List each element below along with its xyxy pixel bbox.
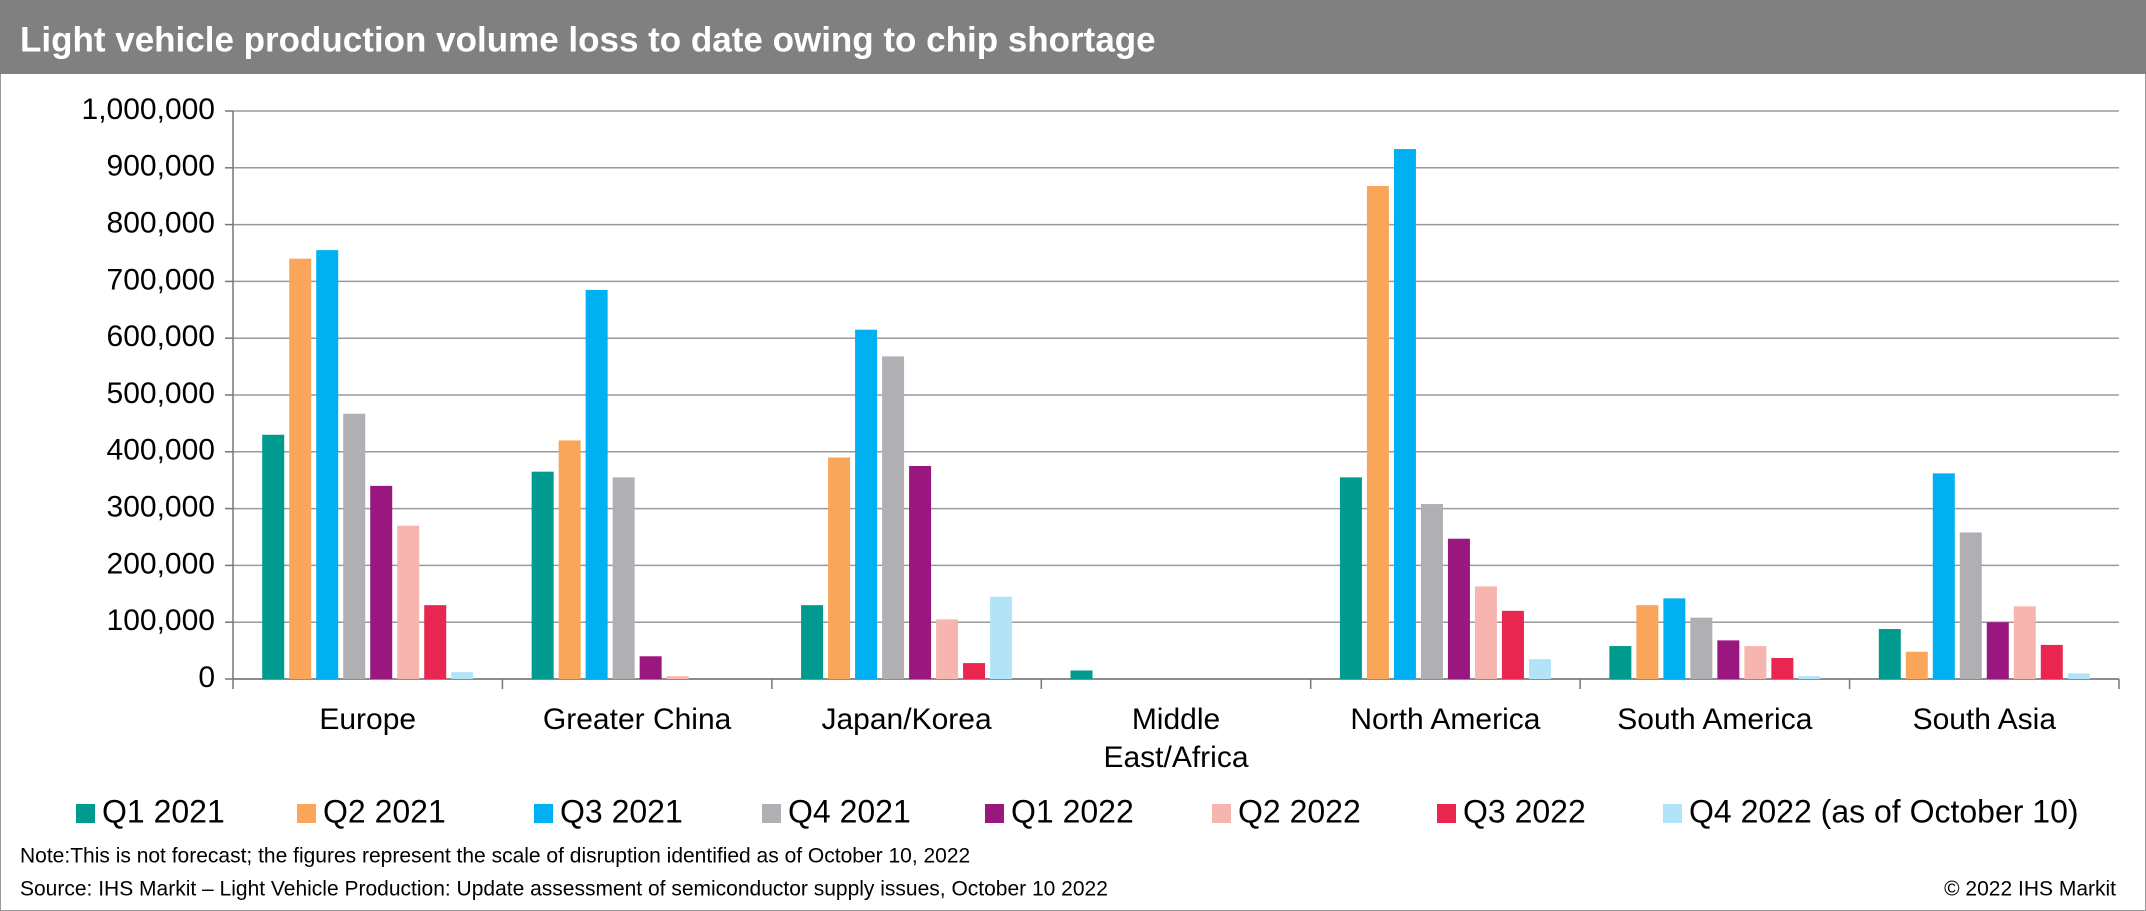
- chart-title: Light vehicle production volume loss to …: [20, 20, 1156, 59]
- bar: [1528, 659, 1551, 679]
- y-tick-label: 800,000: [107, 207, 215, 240]
- bar: [1070, 670, 1093, 679]
- x-tick-label: Japan/Korea: [822, 703, 992, 736]
- x-tick-label: South America: [1617, 703, 1812, 736]
- bar: [1717, 640, 1740, 679]
- bar: [1744, 646, 1767, 679]
- bar: [585, 289, 608, 679]
- bar: [1798, 676, 1821, 679]
- y-tick-label: 200,000: [107, 547, 215, 580]
- x-tick-line: East/Africa: [1103, 741, 1248, 774]
- bar: [262, 434, 285, 679]
- x-tick-label: Greater China: [543, 703, 732, 736]
- bar: [451, 672, 474, 679]
- bar: [1420, 504, 1443, 679]
- y-tick-label: 600,000: [107, 320, 215, 353]
- bar: [2067, 673, 2090, 679]
- y-tick-label: 500,000: [107, 377, 215, 410]
- bar: [397, 525, 420, 679]
- bar: [2013, 606, 2036, 679]
- bar: [531, 471, 554, 679]
- legend-swatch: [1212, 804, 1231, 823]
- legend-swatch: [76, 804, 95, 823]
- bar: [1393, 149, 1416, 679]
- y-tick-label: 900,000: [107, 150, 215, 183]
- bar: [1609, 646, 1632, 679]
- bar: [1771, 657, 1794, 679]
- bar: [963, 663, 986, 679]
- bar: [855, 329, 878, 679]
- bar: [666, 676, 689, 679]
- legend-label: Q2 2022: [1238, 793, 1361, 829]
- bar: [828, 457, 851, 679]
- y-tick-label: 700,000: [107, 263, 215, 296]
- bar: [1339, 477, 1362, 679]
- y-tick-label: 100,000: [107, 604, 215, 637]
- bar: [1663, 598, 1686, 679]
- legend-label: Q1 2022: [1011, 793, 1134, 829]
- title-bar: [0, 0, 2146, 74]
- copyright: © 2022 IHS Markit: [1944, 878, 2116, 901]
- bar: [1690, 617, 1713, 679]
- x-tick-label: North America: [1350, 703, 1540, 736]
- y-tick-label: 400,000: [107, 434, 215, 467]
- x-tick-label: Europe: [319, 703, 416, 736]
- bar: [1986, 622, 2009, 679]
- bar: [1366, 185, 1389, 679]
- bar: [990, 596, 1013, 679]
- bar: [612, 477, 635, 679]
- bar: [343, 413, 366, 679]
- y-tick-label: 1,000,000: [82, 93, 215, 126]
- bar: [1474, 586, 1497, 679]
- legend-label: Q4 2022 (as of October 10): [1689, 793, 2079, 829]
- bar: [2040, 644, 2063, 679]
- x-tick-line: Middle: [1132, 703, 1220, 736]
- bar: [1932, 473, 1955, 679]
- legend-swatch: [297, 804, 316, 823]
- legend-label: Q2 2021: [323, 793, 446, 829]
- legend-swatch: [762, 804, 781, 823]
- legend-label: Q3 2021: [560, 793, 683, 829]
- bar: [1447, 538, 1470, 679]
- legend-swatch: [1437, 804, 1456, 823]
- bar: [909, 466, 932, 679]
- bar: [1501, 610, 1524, 679]
- bar: [1636, 605, 1659, 679]
- legend-swatch: [534, 804, 553, 823]
- bar: [558, 440, 581, 679]
- legend-label: Q3 2022: [1463, 793, 1586, 829]
- bar: [801, 605, 824, 679]
- bar: [1905, 651, 1928, 679]
- bar: [370, 485, 393, 679]
- bar: [424, 605, 447, 679]
- legend-label: Q4 2021: [788, 793, 911, 829]
- legend-swatch: [1663, 804, 1682, 823]
- bar: [316, 250, 339, 679]
- bar: [289, 258, 312, 679]
- legend-label: Q1 2021: [102, 793, 225, 829]
- legend-swatch: [985, 804, 1004, 823]
- x-tick-label: Middle East/Africa: [1103, 703, 1248, 774]
- bar: [936, 619, 959, 679]
- y-tick-label: 300,000: [107, 491, 215, 524]
- source: Source: IHS Markit – Light Vehicle Produ…: [20, 878, 1108, 901]
- bar: [1878, 629, 1901, 679]
- x-tick-label: South Asia: [1913, 703, 2057, 736]
- y-tick-label: 0: [198, 661, 215, 694]
- bar: [1959, 532, 1982, 679]
- bar: [639, 656, 662, 679]
- bar: [882, 356, 905, 679]
- note: Note:This is not forecast; the figures r…: [20, 845, 970, 868]
